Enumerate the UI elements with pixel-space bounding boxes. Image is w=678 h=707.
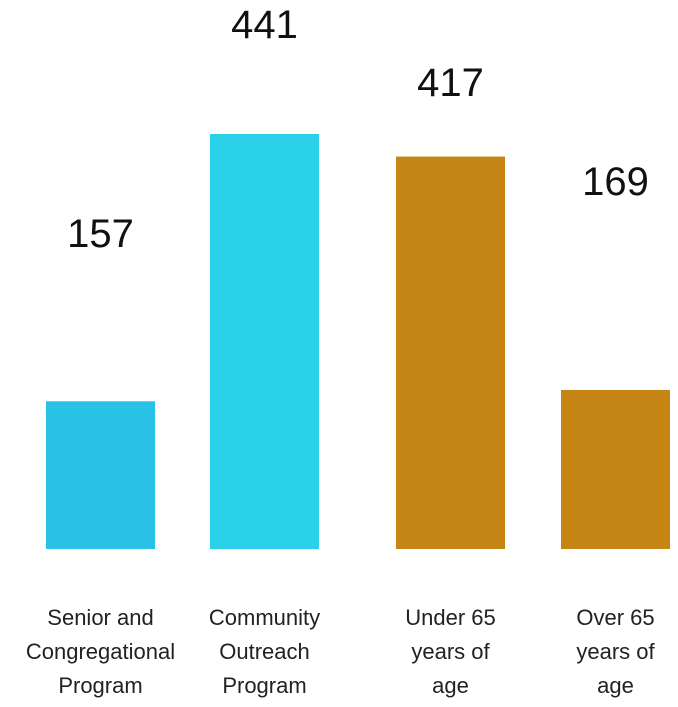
bar-2 — [210, 134, 319, 549]
category-label-line: age — [432, 673, 469, 698]
value-label-3: 417 — [417, 61, 484, 105]
category-label-line: Over 65 — [576, 605, 654, 630]
category-label-line: years of — [576, 639, 655, 664]
bar-4 — [561, 389, 670, 549]
bar-3 — [396, 156, 505, 550]
bar-1 — [46, 401, 155, 549]
bars-layer — [46, 134, 670, 550]
category-label-line: Program — [222, 673, 306, 698]
category-label-2: Community Outreach Program — [209, 605, 320, 698]
value-label-1: 157 — [67, 212, 134, 256]
category-label-line: Program — [58, 673, 142, 698]
category-label-line: Under 65 — [405, 605, 496, 630]
category-label-1: Senior and Congregational Program — [26, 605, 175, 698]
category-label-3: Under 65 years of age — [405, 605, 496, 698]
category-label-line: age — [597, 673, 634, 698]
value-labels-layer: 157 441 417 169 — [67, 3, 649, 256]
category-label-line: Congregational — [26, 639, 175, 664]
category-label-4: Over 65 years of age — [576, 605, 655, 698]
category-label-line: Senior and — [47, 605, 153, 630]
category-label-line: Community — [209, 605, 320, 630]
value-label-2: 441 — [231, 3, 298, 47]
category-label-line: Outreach — [219, 639, 310, 664]
value-label-4: 169 — [582, 160, 649, 204]
category-label-line: years of — [411, 639, 490, 664]
category-labels-layer: Senior andCongregationalProgramCommunity… — [26, 605, 656, 698]
